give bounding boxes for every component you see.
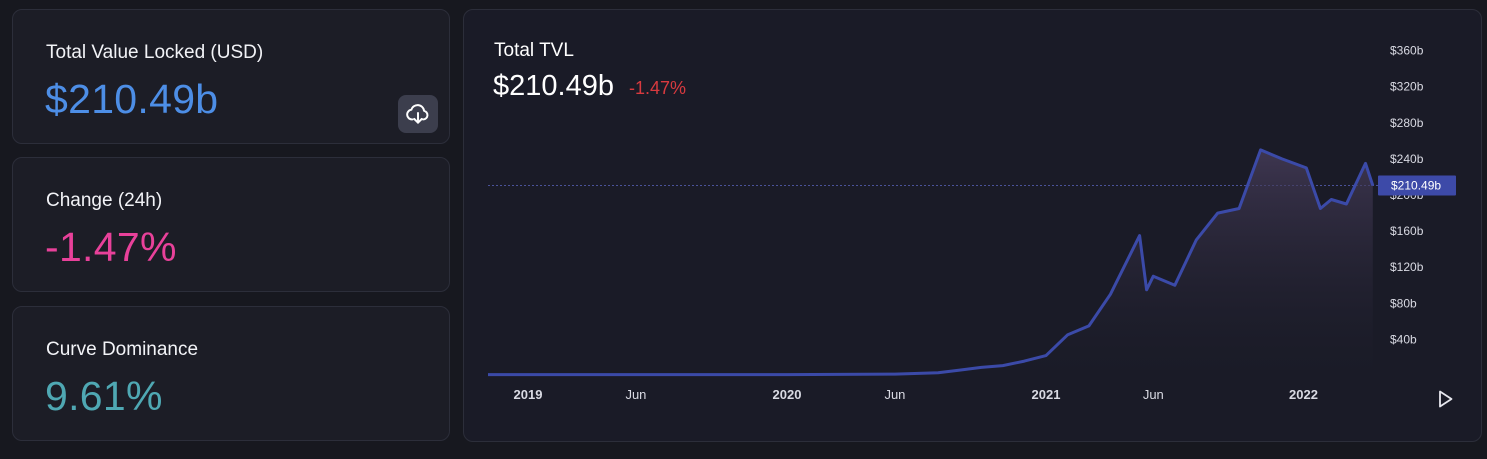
change-card: Change (24h) -1.47%	[12, 157, 450, 292]
tvl-area	[488, 149, 1373, 376]
x-tick-label: 2020	[773, 387, 802, 402]
change-value: -1.47%	[45, 224, 177, 270]
y-tick-label: $320b	[1390, 80, 1424, 94]
y-tick-label: $360b	[1390, 44, 1424, 58]
chart-value: $210.49b	[493, 70, 614, 102]
x-tick-label: Jun	[1143, 387, 1164, 402]
tvl-card: Total Value Locked (USD) $210.49b	[12, 9, 450, 144]
y-tick-label: $240b	[1390, 152, 1424, 166]
dominance-value: 9.61%	[45, 373, 163, 419]
x-tick-label: 2021	[1032, 387, 1061, 402]
y-tick-label: $160b	[1390, 224, 1424, 238]
cloud-download-icon	[406, 104, 429, 124]
x-axis: 2019 Jun 2020 Jun 2021 Jun 2022	[514, 387, 1318, 402]
y-tick-label: $120b	[1390, 260, 1424, 274]
current-price-tag: $210.49b	[1378, 175, 1456, 196]
y-tick-label: $280b	[1390, 116, 1424, 130]
dominance-card: Curve Dominance 9.61%	[12, 306, 450, 441]
y-tick-label: $80b	[1390, 296, 1417, 310]
y-tick-label: $40b	[1390, 332, 1417, 346]
tvl-line	[488, 148, 1375, 377]
change-label: Change (24h)	[46, 190, 163, 211]
x-tick-label: 2019	[514, 387, 543, 402]
x-tick-label: Jun	[625, 387, 646, 402]
current-price-label: $210.49b	[1391, 179, 1441, 193]
x-tick-label: Jun	[884, 387, 905, 402]
play-icon[interactable]	[1434, 388, 1456, 410]
dominance-label: Curve Dominance	[46, 339, 199, 360]
tvl-chart-card: Total TVL $210.49b -1.47% $40b $80b $120b $…	[463, 9, 1482, 442]
x-tick-label: 2022	[1289, 387, 1318, 402]
tvl-label: Total Value Locked (USD)	[46, 42, 264, 63]
chart-change: -1.47%	[629, 78, 687, 98]
chart-title: Total TVL	[494, 40, 574, 61]
download-button[interactable]	[398, 95, 438, 133]
tvl-value: $210.49b	[45, 76, 219, 122]
tvl-chart[interactable]: $40b$80b$120b$160b$200b$240b$280b$320b$3…	[464, 10, 1464, 443]
